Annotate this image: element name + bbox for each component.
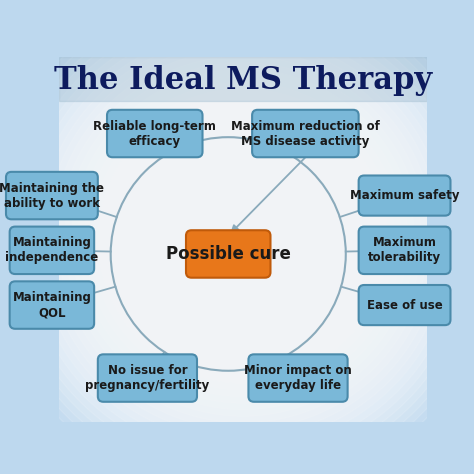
FancyBboxPatch shape	[359, 227, 450, 274]
Circle shape	[25, 23, 461, 456]
Text: Ease of use: Ease of use	[367, 299, 442, 311]
FancyBboxPatch shape	[6, 172, 98, 219]
FancyBboxPatch shape	[98, 355, 197, 402]
Text: Maximum reduction of
MS disease activity: Maximum reduction of MS disease activity	[231, 119, 380, 147]
Circle shape	[72, 69, 414, 410]
Bar	[59, 57, 427, 100]
FancyBboxPatch shape	[9, 282, 94, 329]
Circle shape	[6, 3, 474, 474]
Circle shape	[98, 95, 388, 383]
Text: Maintaining
independence: Maintaining independence	[5, 237, 99, 264]
Text: Minor impact on
everyday life: Minor impact on everyday life	[244, 364, 352, 392]
Circle shape	[58, 56, 428, 423]
Circle shape	[65, 63, 421, 416]
FancyBboxPatch shape	[186, 230, 271, 278]
Text: Possible cure: Possible cure	[166, 245, 291, 263]
Text: Maintaining the
ability to work: Maintaining the ability to work	[0, 182, 104, 210]
Circle shape	[78, 75, 408, 403]
Circle shape	[32, 30, 454, 449]
Text: Maximum safety: Maximum safety	[350, 189, 459, 202]
Circle shape	[124, 121, 362, 357]
FancyBboxPatch shape	[252, 110, 359, 157]
Circle shape	[38, 36, 447, 442]
Circle shape	[104, 102, 382, 377]
Text: The Ideal MS Therapy: The Ideal MS Therapy	[54, 65, 432, 96]
FancyBboxPatch shape	[359, 285, 450, 325]
Text: Reliable long-term
efficacy: Reliable long-term efficacy	[93, 119, 216, 147]
Text: No issue for
pregnancy/fertility: No issue for pregnancy/fertility	[85, 364, 210, 392]
Circle shape	[111, 109, 375, 370]
Text: Maintaining
QOL: Maintaining QOL	[12, 291, 91, 319]
FancyBboxPatch shape	[107, 110, 202, 157]
Circle shape	[137, 135, 348, 344]
Circle shape	[85, 82, 401, 397]
Circle shape	[131, 128, 355, 351]
FancyBboxPatch shape	[9, 227, 94, 274]
Circle shape	[45, 43, 441, 436]
Circle shape	[52, 49, 434, 429]
FancyBboxPatch shape	[359, 175, 450, 216]
Circle shape	[12, 10, 474, 469]
Circle shape	[118, 115, 368, 364]
Circle shape	[19, 17, 467, 462]
Text: Maximum
tolerability: Maximum tolerability	[368, 237, 441, 264]
Circle shape	[91, 89, 394, 390]
FancyBboxPatch shape	[248, 355, 347, 402]
